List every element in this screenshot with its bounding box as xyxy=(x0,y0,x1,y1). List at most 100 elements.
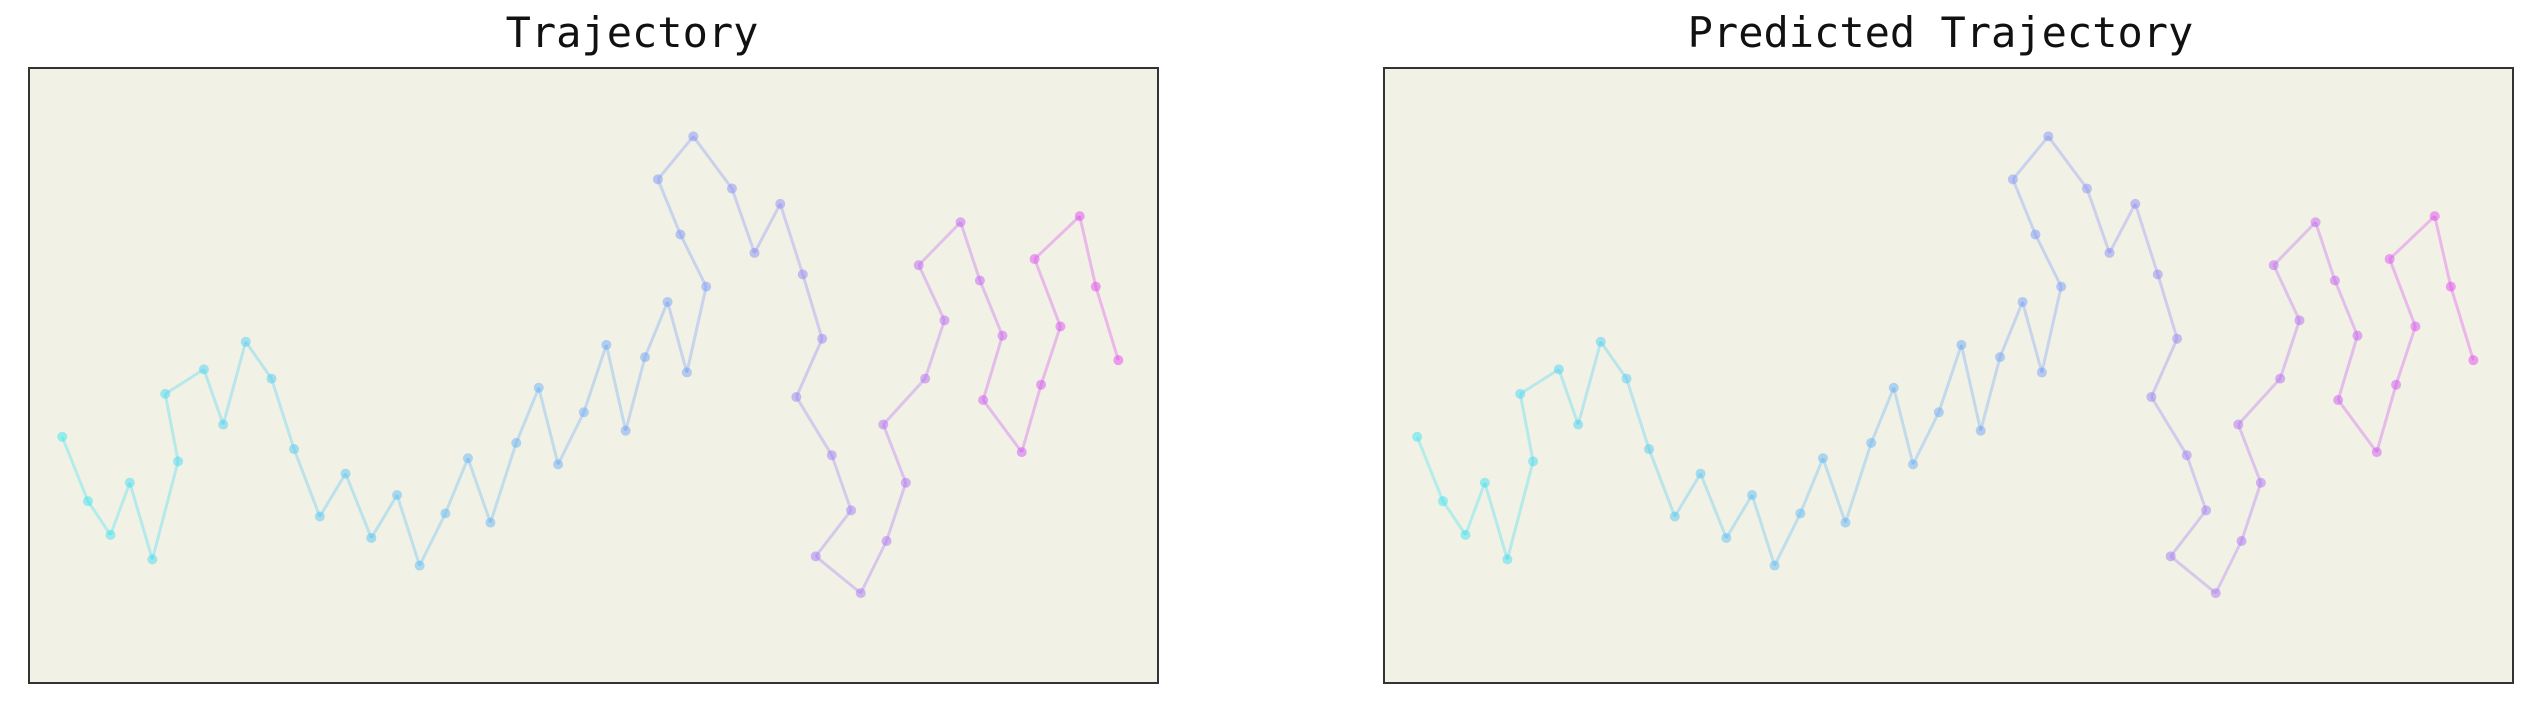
trajectory-segment xyxy=(885,482,908,542)
trajectory-segment xyxy=(685,286,708,373)
trajectory-point xyxy=(1460,529,1471,540)
trajectory-point xyxy=(366,532,377,543)
trajectory-segment xyxy=(1869,387,1896,444)
trajectory-point xyxy=(240,336,251,347)
trajectory-point xyxy=(1866,437,1877,448)
trajectory-segment xyxy=(2169,555,2217,595)
trajectory-point xyxy=(173,456,184,467)
trajectory-segment xyxy=(730,188,756,254)
trajectory-segment xyxy=(1625,378,1651,450)
trajectory-point xyxy=(485,517,496,528)
trajectory-point xyxy=(810,551,821,562)
trajectory-point xyxy=(1840,517,1851,528)
trajectory-segment xyxy=(2085,188,2111,254)
trajectory-point xyxy=(1595,336,1606,347)
trajectory-segment xyxy=(2388,215,2436,261)
trajectory-segment xyxy=(753,203,782,254)
trajectory-point xyxy=(2236,536,2247,547)
trajectory-segment xyxy=(2272,221,2317,267)
trajectory-segment xyxy=(1979,356,2002,432)
trajectory-segment xyxy=(344,473,373,539)
trajectory-segment xyxy=(292,448,322,518)
trajectory-segment xyxy=(1464,482,1487,536)
trajectory-point xyxy=(681,367,692,378)
trajectory-point xyxy=(652,174,663,185)
trajectory-segment xyxy=(582,344,608,413)
trajectory-point xyxy=(2445,281,2456,292)
trajectory-point xyxy=(1090,281,1101,292)
trajectory-point xyxy=(198,364,209,375)
trajectory-point xyxy=(2275,373,2286,384)
trajectory-segment xyxy=(370,494,399,539)
trajectory-point xyxy=(900,477,911,488)
trajectory-point xyxy=(1888,382,1899,393)
trajectory-segment xyxy=(514,387,541,444)
trajectory-point xyxy=(1695,468,1706,479)
trajectory-segment xyxy=(923,319,946,380)
trajectory-point xyxy=(1553,364,1564,375)
trajectory-point xyxy=(978,395,989,406)
trajectory-point xyxy=(2146,391,2157,402)
chart-title: Predicted Trajectory xyxy=(1687,8,2194,57)
trajectory-point xyxy=(955,217,966,228)
trajectory-segment xyxy=(1518,393,1535,462)
trajectory-point xyxy=(920,373,931,384)
trajectory-point xyxy=(1817,453,1828,464)
trajectory-point xyxy=(2468,355,2479,366)
trajectory-point xyxy=(1644,444,1655,455)
trajectory-segment xyxy=(164,368,205,396)
trajectory-segment xyxy=(163,393,180,462)
trajectory-point xyxy=(2043,131,2054,142)
trajectory-point xyxy=(147,554,158,565)
trajectory-point xyxy=(2165,551,2176,562)
trajectory-segment xyxy=(2333,279,2359,337)
trajectory-point xyxy=(2233,419,2244,430)
trajectory-point xyxy=(726,183,737,194)
trajectory-point xyxy=(1055,321,1066,332)
trajectory-point xyxy=(2036,367,2047,378)
trajectory-segment xyxy=(2449,286,2475,361)
trajectory-point xyxy=(2371,447,2382,458)
trajectory-segment xyxy=(978,279,1004,337)
trajectory-segment xyxy=(830,454,853,511)
trajectory-segment xyxy=(656,135,695,181)
trajectory-segment xyxy=(1725,494,1754,539)
trajectory-point xyxy=(791,391,802,402)
trajectory-segment xyxy=(2272,264,2301,321)
trajectory-point xyxy=(2081,183,2092,194)
trajectory-segment xyxy=(466,457,492,524)
trajectory-point xyxy=(997,330,1008,341)
trajectory-segment xyxy=(2375,384,2398,453)
trajectory-segment xyxy=(814,555,862,595)
trajectory-point xyxy=(2056,281,2067,292)
trajectory-point xyxy=(392,490,403,501)
trajectory-point xyxy=(1721,532,1732,543)
trajectory-point xyxy=(2104,247,2115,258)
trajectory-segment xyxy=(881,423,908,484)
trajectory-segment xyxy=(537,387,560,465)
trajectory-segment xyxy=(1557,368,1580,426)
trajectory-point xyxy=(1933,407,1944,418)
trajectory-segment xyxy=(959,221,982,281)
trajectory-point xyxy=(846,505,857,516)
trajectory-point xyxy=(2333,395,2344,406)
trajectory-point xyxy=(105,529,116,540)
trajectory-segment xyxy=(1576,341,1603,425)
trajectory-point xyxy=(1479,477,1490,488)
trajectory-point xyxy=(1908,459,1919,470)
trajectory-segment xyxy=(859,540,888,594)
trajectory-point xyxy=(2201,505,2212,516)
trajectory-point xyxy=(266,373,277,384)
predicted-trajectory-plot xyxy=(1412,131,2479,599)
trajectory-point xyxy=(1036,379,1047,390)
trajectory-point xyxy=(553,459,564,470)
trajectory-segment xyxy=(679,233,708,288)
trajectory-point xyxy=(414,560,425,571)
trajectory-segment xyxy=(489,442,518,524)
trajectory-segment xyxy=(917,221,962,267)
trajectory-segment xyxy=(2108,203,2137,254)
trajectory-segment xyxy=(150,460,180,560)
trajectory-point xyxy=(640,352,651,363)
trajectory-segment xyxy=(2047,135,2089,190)
trajectory-point xyxy=(817,333,828,344)
